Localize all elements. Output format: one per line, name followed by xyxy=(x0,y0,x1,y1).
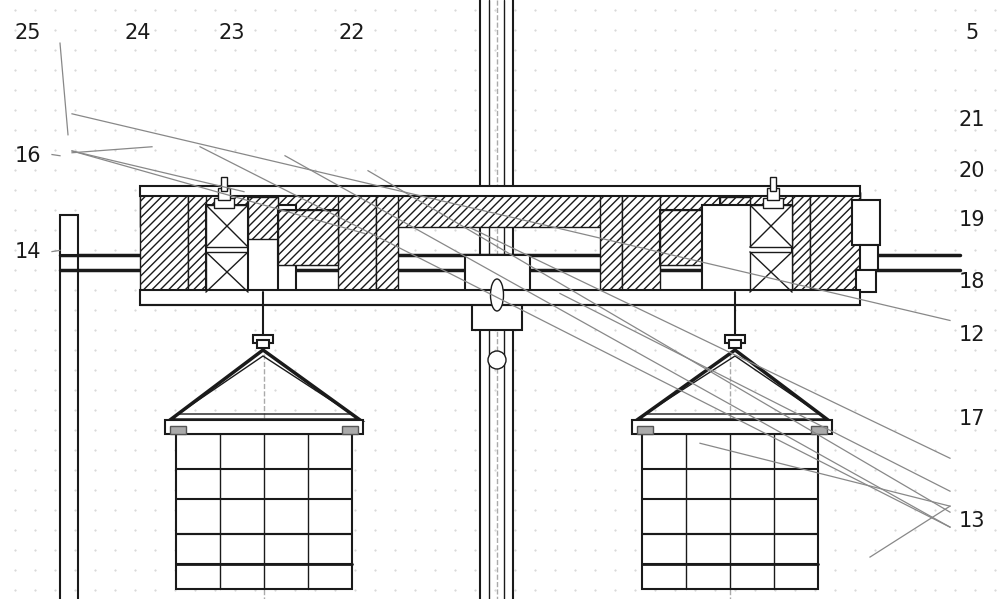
Text: 16: 16 xyxy=(15,146,41,166)
Text: 17: 17 xyxy=(959,409,985,429)
Bar xyxy=(720,197,750,239)
Bar xyxy=(856,270,876,292)
Text: 18: 18 xyxy=(959,271,985,292)
Bar xyxy=(763,198,783,208)
Bar xyxy=(725,335,745,343)
Circle shape xyxy=(488,351,506,369)
Bar xyxy=(221,177,227,191)
Bar xyxy=(170,426,186,434)
Bar xyxy=(810,192,860,292)
Bar xyxy=(257,340,269,348)
Bar xyxy=(206,205,248,247)
Text: 20: 20 xyxy=(959,161,985,181)
Bar xyxy=(632,420,832,434)
Bar xyxy=(860,245,878,270)
Bar xyxy=(622,192,660,292)
Bar xyxy=(770,177,776,191)
Bar xyxy=(248,197,278,292)
Bar xyxy=(660,210,720,265)
Text: 22: 22 xyxy=(339,23,365,43)
Bar xyxy=(140,192,188,292)
Bar xyxy=(140,186,860,196)
Text: 25: 25 xyxy=(15,23,41,43)
Bar xyxy=(338,192,376,292)
Bar xyxy=(278,210,338,265)
Bar xyxy=(720,197,750,292)
Text: 24: 24 xyxy=(125,23,151,43)
Bar xyxy=(188,192,206,292)
Bar xyxy=(165,420,363,434)
Text: 13: 13 xyxy=(959,511,985,531)
Bar xyxy=(218,188,230,200)
Bar xyxy=(342,426,358,434)
Text: 14: 14 xyxy=(15,241,41,262)
Bar xyxy=(767,188,779,200)
Bar xyxy=(376,192,398,292)
Bar xyxy=(465,255,530,300)
Bar xyxy=(600,192,622,292)
Bar xyxy=(472,300,522,330)
Bar xyxy=(176,434,352,589)
Bar xyxy=(792,192,810,292)
Bar xyxy=(702,205,792,292)
Bar xyxy=(852,200,880,245)
Bar xyxy=(140,290,860,305)
Text: 19: 19 xyxy=(959,210,985,231)
Text: 12: 12 xyxy=(959,325,985,346)
Bar xyxy=(729,340,741,348)
Text: 5: 5 xyxy=(965,23,979,43)
Ellipse shape xyxy=(490,279,504,311)
Bar xyxy=(206,252,248,292)
Bar xyxy=(750,252,792,292)
Text: 21: 21 xyxy=(959,110,985,130)
Bar xyxy=(248,197,278,239)
Bar xyxy=(140,192,860,227)
Bar xyxy=(660,210,720,265)
Bar xyxy=(253,335,273,343)
Bar xyxy=(60,215,78,255)
Bar xyxy=(642,434,818,589)
Bar xyxy=(750,205,792,247)
Bar xyxy=(811,426,827,434)
Bar xyxy=(278,210,338,265)
Bar xyxy=(214,198,234,208)
Text: 23: 23 xyxy=(219,23,245,43)
Bar xyxy=(637,426,653,434)
Bar xyxy=(206,205,296,292)
